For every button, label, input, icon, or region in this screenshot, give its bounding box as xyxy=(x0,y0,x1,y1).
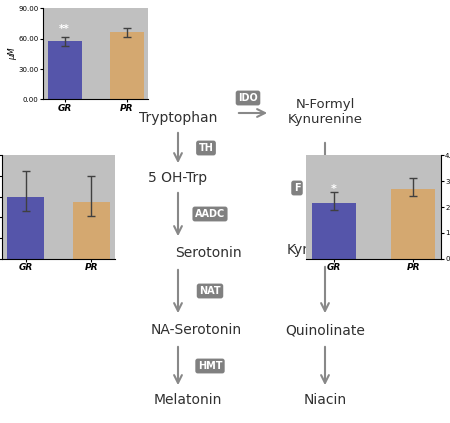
Text: **: ** xyxy=(59,24,70,34)
Text: Serotonin: Serotonin xyxy=(175,246,241,260)
Text: Melatonin: Melatonin xyxy=(154,393,222,407)
Bar xyxy=(7,197,44,259)
Bar xyxy=(73,202,110,259)
Bar xyxy=(110,32,144,99)
Text: F: F xyxy=(294,183,300,193)
Text: NAT: NAT xyxy=(199,286,221,296)
Text: TH: TH xyxy=(198,143,213,153)
Text: NA-Serotonin: NA-Serotonin xyxy=(150,323,242,337)
Text: *: * xyxy=(331,184,337,194)
Text: AADC: AADC xyxy=(195,209,225,219)
Text: Quinolinate: Quinolinate xyxy=(285,323,365,337)
Text: HMT: HMT xyxy=(198,361,222,371)
Text: Tryptophan: Tryptophan xyxy=(139,111,217,125)
Text: Kynurenine: Kynurenine xyxy=(286,243,364,257)
Y-axis label: μM: μM xyxy=(8,48,17,60)
Bar xyxy=(48,41,81,99)
Text: 5 OH-Trp: 5 OH-Trp xyxy=(148,171,207,185)
Bar xyxy=(312,203,356,259)
Text: Niacin: Niacin xyxy=(303,393,346,407)
Text: IDO: IDO xyxy=(238,93,258,103)
Bar xyxy=(392,189,435,259)
Text: N-Formyl
Kynurenine: N-Formyl Kynurenine xyxy=(288,98,363,126)
